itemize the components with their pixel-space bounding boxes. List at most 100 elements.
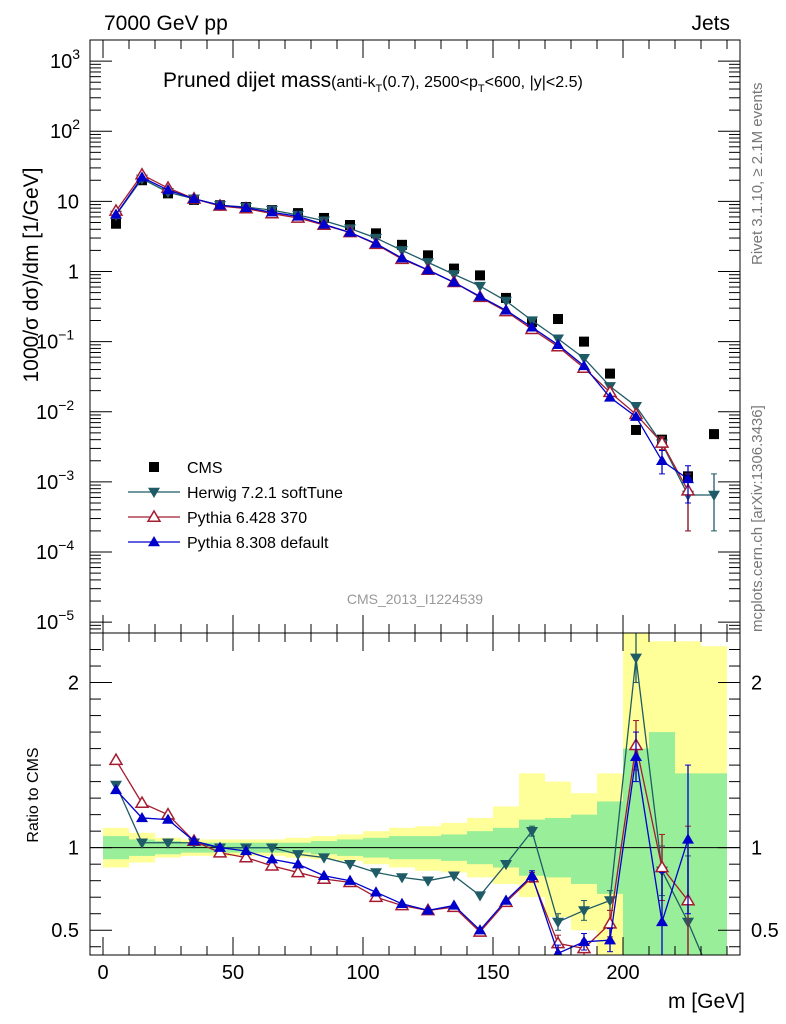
main-point (240, 201, 252, 212)
main-point (552, 338, 564, 350)
ratio-point (264, 858, 280, 871)
main-point (110, 208, 122, 219)
ratio-point (654, 860, 670, 873)
ratio-point (108, 752, 124, 766)
ratio-point (552, 917, 564, 928)
main-y-axis-label: 1000/σ dσ)/dm [1/GeV] (20, 167, 43, 382)
rivet-label: Rivet 3.1.10, ≥ 2.1M events (749, 83, 766, 266)
main-point (371, 228, 381, 239)
main-y-tick-exponent: −4 (58, 537, 74, 553)
main-series-1 (110, 174, 720, 532)
ratio-point (630, 653, 642, 664)
ratio-y-tick-label-right: 2 (751, 673, 762, 695)
main-point (605, 368, 615, 379)
main-title: Pruned dijet mass(anti-kT(0.7), 2500<pT<… (163, 69, 583, 95)
main-y-tick-label: 10−4 (36, 537, 74, 564)
main-series-line (115, 177, 714, 496)
title-sub2: T (478, 83, 485, 95)
ratio-point (500, 859, 512, 871)
main-point (188, 192, 200, 203)
ratio-point (240, 844, 252, 856)
main-y-tick-exponent: −5 (58, 607, 74, 623)
legend-entry: CMS (149, 460, 223, 477)
main-plot-area (108, 167, 720, 532)
main-point (370, 237, 382, 248)
ratio-x-ticks: 0 50 100 150 200 (97, 633, 728, 984)
ratio-y-tick-label: 2 (68, 673, 79, 695)
ratio-point (344, 859, 356, 871)
main-point (631, 424, 641, 435)
ratio-point (474, 924, 486, 935)
main-point (578, 354, 590, 365)
ratio-point (578, 906, 590, 917)
ratio-point (318, 869, 330, 880)
ratio-point (604, 934, 616, 945)
main-y-tick-exponent: −3 (58, 467, 74, 483)
ratio-point (396, 873, 408, 884)
x-tick-label: 0 (97, 962, 108, 984)
ratio-point (110, 783, 122, 795)
ratio-point (526, 869, 538, 880)
ratio-point (318, 853, 330, 864)
ratio-plot-area (90, 633, 740, 989)
ratio-y-axis-label: Ratio to CMS (25, 747, 42, 842)
legend-label: Pythia 6.428 370 (187, 510, 307, 527)
mcplots-label: mcplots.cern.ch [arXiv:1306.3436] (749, 405, 766, 632)
main-y-tick-label: 10−5 (36, 607, 74, 634)
ratio-point (553, 947, 563, 955)
x-tick-label: 50 (222, 962, 244, 984)
main-point (656, 454, 668, 465)
legend-marker (149, 462, 159, 472)
main-point (292, 210, 304, 221)
analysis-watermark: CMS_2013_I1224539 (347, 591, 483, 607)
main-point (474, 290, 486, 301)
ratio-series-group (108, 633, 720, 989)
ratio-band-inner (571, 814, 597, 884)
title-detail2: (0.7), 2500<p (382, 74, 478, 91)
main-y-tick-label: 1 (68, 261, 79, 283)
x-axis-label: m [GeV] (668, 990, 745, 1013)
title-detail3: <600, |y|<2.5) (485, 74, 583, 91)
main-point (136, 171, 148, 182)
ratio-point (682, 833, 694, 844)
main-y-tick-label: 10−3 (36, 467, 74, 494)
main-point (449, 263, 459, 274)
ratio-point (162, 838, 174, 849)
ratio-point (266, 843, 278, 854)
ratio-point (474, 891, 486, 902)
ratio-point (290, 864, 306, 878)
legend-marker (148, 487, 160, 498)
ratio-point (448, 871, 460, 882)
ratio-point (708, 979, 720, 989)
ratio-point (396, 897, 408, 909)
main-point (448, 276, 460, 287)
main-y-tick-exponent: −1 (58, 327, 74, 343)
x-tick-label: 150 (476, 962, 509, 984)
ratio-point (266, 853, 278, 864)
main-point (396, 246, 408, 257)
title-sub: T (376, 83, 383, 95)
ratio-series-2 (110, 731, 694, 955)
ratio-y-tick-label: 1 (68, 838, 79, 860)
main-series-3 (110, 171, 694, 504)
legend-label: CMS (187, 460, 223, 477)
legend-entry: Pythia 8.308 default (128, 535, 329, 552)
main-point (578, 359, 590, 371)
ratio-point (422, 876, 434, 887)
legend-marker (148, 536, 160, 547)
main-point (708, 490, 720, 502)
legend-entry: Pythia 6.428 370 (128, 509, 307, 527)
legend: CMS Herwig 7.2.1 softTune Pythia 6.428 370… (128, 460, 343, 552)
main-point (111, 218, 121, 229)
main-point (422, 264, 434, 275)
main-series-line (115, 176, 689, 480)
main-point (579, 336, 589, 347)
legend-entry: Herwig 7.2.1 softTune (128, 485, 343, 502)
ratio-point (136, 838, 148, 849)
main-point (709, 429, 719, 440)
ratio-y-tick-label: 0.5 (51, 920, 79, 942)
title-detail: (anti-k (331, 74, 376, 91)
main-point (654, 435, 670, 448)
ratio-point (500, 894, 512, 905)
ratio-point (370, 886, 382, 897)
